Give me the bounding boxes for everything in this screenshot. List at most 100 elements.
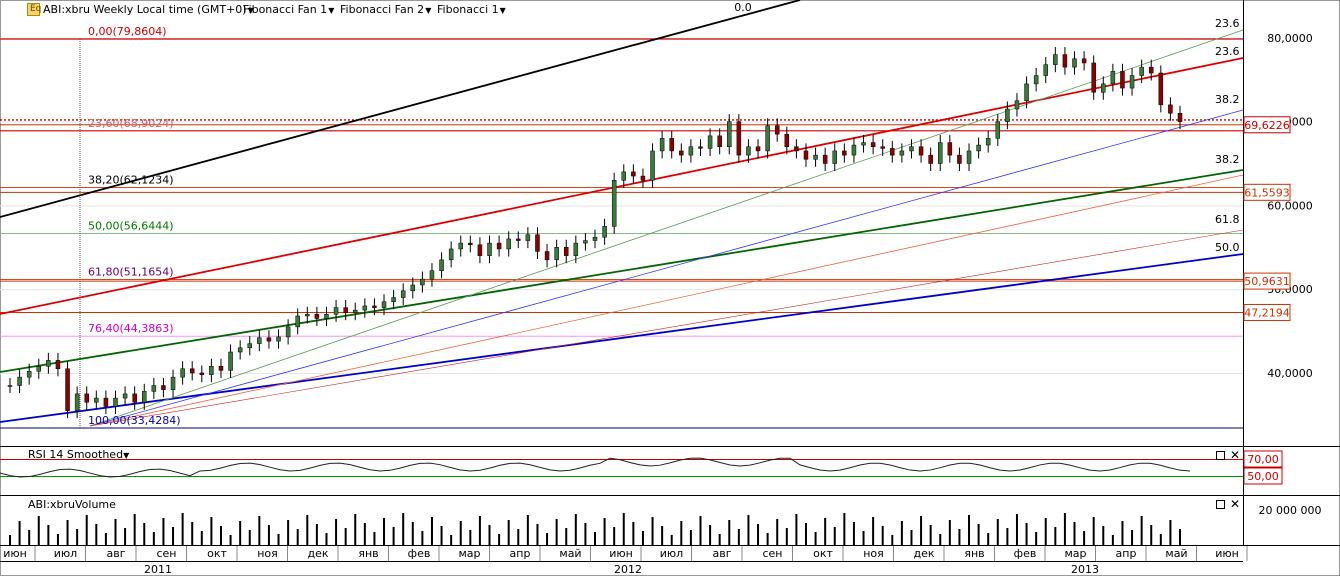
candle-body [381, 301, 387, 308]
candle-body [813, 154, 818, 160]
month-label: янв [358, 547, 378, 560]
dropdown-arrow-icon: ▼ [123, 451, 130, 460]
candle-body [1177, 112, 1183, 122]
candle-body [679, 150, 684, 156]
dropdown-arrow-icon: ▼ [425, 6, 432, 15]
fib-level-label: 61,80(51,1654) [88, 265, 174, 278]
candle-body [966, 150, 972, 164]
candle-body [985, 138, 991, 146]
month-label: фев [1014, 547, 1037, 560]
fib-level-label: 23,60(68,9024) [88, 117, 174, 130]
candle-body [1139, 66, 1144, 76]
month-label: апр [510, 547, 531, 560]
rsi-level-label: 70,00 [1247, 453, 1279, 466]
candle-body [410, 284, 416, 292]
volume-close-icon[interactable]: ✕ [1230, 497, 1241, 511]
month-label: июл [54, 547, 77, 560]
candle-body [496, 242, 502, 250]
candle-body [640, 175, 646, 181]
candle-body [698, 146, 703, 149]
fib-level-label: 0,00(79,8604) [88, 25, 167, 38]
rsi-panel-title[interactable]: RSI 14 Smoothed▼ [28, 448, 129, 461]
month-label: сен [762, 547, 782, 560]
candle-body [7, 385, 13, 387]
candle-body [458, 242, 463, 250]
candle-body [26, 371, 32, 378]
fan-line [0, 0, 801, 218]
month-label: апр [1116, 547, 1137, 560]
candle-body [506, 238, 511, 250]
fan-line [89, 174, 1244, 427]
volume-panel-title[interactable]: ABI:xbruVolume [28, 498, 116, 511]
candle-body [1129, 75, 1135, 89]
candle-body [573, 242, 579, 256]
candle-body [890, 148, 895, 156]
month-label: июн [1215, 547, 1239, 560]
fan-line [89, 109, 1244, 427]
candle-body [276, 336, 281, 342]
price-badge [1243, 303, 1291, 321]
candle-body [247, 343, 253, 349]
volume-maximize-button[interactable] [1216, 500, 1225, 509]
candle-body [1062, 54, 1068, 68]
candle-body [429, 270, 435, 280]
candle-body [563, 247, 569, 256]
candle-body [209, 365, 214, 375]
month-label: фев [408, 547, 431, 560]
candle-body [266, 337, 272, 342]
candle-body [324, 314, 329, 319]
candle-body [832, 150, 838, 164]
symbol-menu-icon[interactable]: Eq [27, 3, 41, 16]
candle-body [621, 171, 627, 181]
symbol-title-dropdown[interactable]: ABI:xbru Weekly Local time (GMT+0)▼ [43, 2, 254, 18]
candle-body [631, 171, 636, 177]
candle-body [1120, 71, 1125, 89]
candle-body [669, 138, 674, 152]
candle-body [1005, 108, 1010, 122]
candle-body [1053, 54, 1058, 65]
price-badge-text: 50,9631 [1244, 275, 1290, 288]
rsi-maximize-button[interactable] [1216, 451, 1225, 460]
candlestick-series [7, 47, 1183, 419]
month-label: июн [609, 547, 633, 560]
candle-body [55, 360, 61, 370]
fibonacci-fan-lines[interactable] [0, 0, 1244, 427]
candle-body [333, 307, 339, 315]
tab-label: Fibonacci 1 [437, 3, 499, 16]
month-label: окт [813, 547, 833, 560]
fan-line [0, 169, 1244, 373]
candle-body [659, 138, 665, 152]
candle-body [468, 242, 473, 246]
candle-body [880, 146, 885, 149]
candle-body [65, 368, 70, 411]
tab-fibonacci-fan-2[interactable]: Fibonacci Fan 2▼ [340, 2, 431, 18]
candle-body [1081, 58, 1087, 64]
candle-body [391, 297, 396, 302]
rsi-close-icon[interactable]: ✕ [1230, 448, 1241, 462]
candle-body [1091, 62, 1096, 93]
candle-body [592, 236, 598, 241]
candle-body [928, 154, 933, 164]
candle-body [870, 142, 876, 147]
tab-fibonacci-fan-1[interactable]: Fibonacci Fan 1▼ [243, 2, 334, 18]
time-axis: июн июл авг сен окт ноя дек янв фев мар апр май июн и… [3, 546, 1248, 576]
candle-body [228, 351, 233, 371]
candle-body [899, 150, 905, 156]
fan-level-label: 23.6 [1215, 45, 1240, 58]
candle-body [688, 146, 694, 156]
month-label: янв [964, 547, 984, 560]
tab-fibonacci-1[interactable]: Fibonacci 1▼ [437, 2, 506, 18]
month-label: ноя [257, 547, 278, 560]
fan-level-label: 0.0 [734, 1, 752, 14]
candle-body [937, 142, 943, 164]
candle-body [1014, 100, 1020, 110]
candle-body [746, 146, 751, 156]
candle-body [707, 135, 713, 149]
candle-body [1033, 75, 1039, 85]
candle-body [842, 150, 847, 156]
month-label: окт [207, 547, 227, 560]
candle-body [535, 234, 540, 252]
price-badge-text: 47,2194 [1244, 306, 1290, 319]
fibonacci-retracement-lines[interactable] [0, 37, 1243, 429]
